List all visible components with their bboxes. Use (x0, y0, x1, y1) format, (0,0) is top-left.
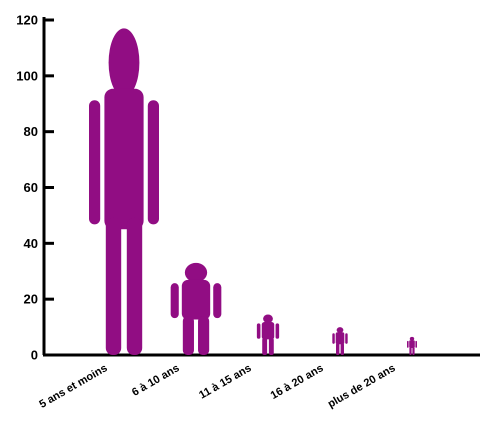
y-tick-label: 40 (24, 236, 38, 251)
x-tick-label: 11 à 15 ans (197, 362, 253, 401)
figure-mark (89, 28, 159, 355)
x-tick-label: 16 à 20 ans (269, 362, 326, 402)
figure-mark (407, 336, 417, 355)
y-tick-label: 80 (24, 124, 38, 139)
x-tick-label: 6 à 10 ans (130, 362, 182, 399)
y-tick-label: 100 (16, 68, 38, 83)
series-figures (89, 28, 417, 355)
x-tick-label: plus de 20 ans (326, 362, 398, 410)
y-tick-label: 120 (16, 13, 38, 28)
figure-mark (170, 262, 222, 355)
x-tick-label: 5 ans et moins (37, 362, 109, 411)
y-tick-label: 60 (24, 180, 38, 195)
y-tick-label: 20 (24, 292, 38, 307)
x-tick-labels: 5 ans et moins 6 à 10 ans 11 à 15 ans 16 à … (37, 362, 397, 411)
y-ticks: 0 20 40 60 80 100 120 (16, 13, 54, 363)
figure-mark (332, 327, 348, 355)
y-tick-label: 0 (31, 348, 38, 363)
figure-mark (256, 314, 280, 355)
